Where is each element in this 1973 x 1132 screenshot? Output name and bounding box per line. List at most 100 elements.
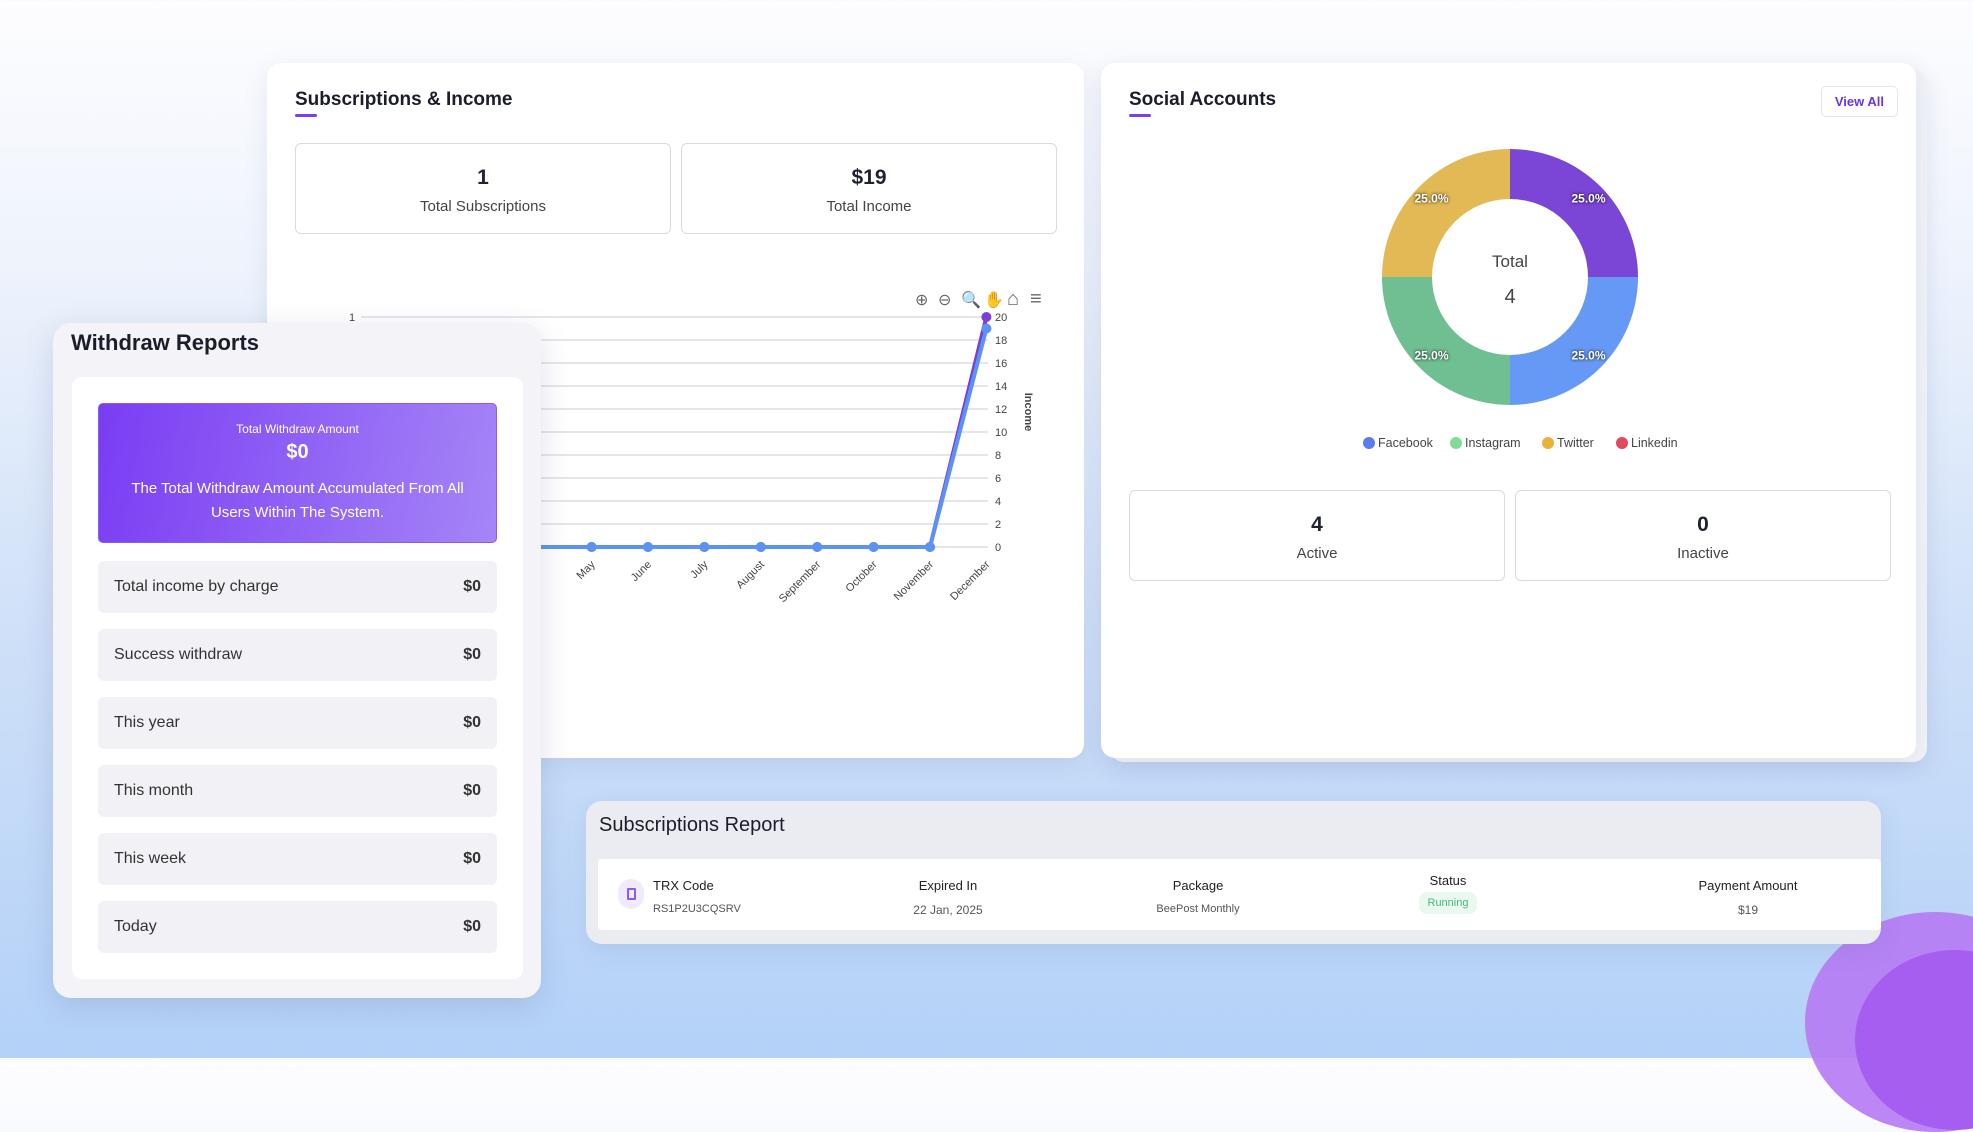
column-value: $19	[1737, 903, 1759, 917]
y-tick-label: 8	[995, 450, 1001, 462]
row-value: $0	[463, 646, 481, 663]
banner-value: $0	[286, 441, 309, 463]
legend-marker[interactable]	[1542, 437, 1554, 449]
x-tick-label: July	[688, 558, 711, 581]
legend-item[interactable]: Linkedin	[1631, 436, 1678, 450]
card-title: Subscriptions Report	[599, 814, 785, 836]
total-subscriptions-stat: 1 Total Subscriptions	[295, 143, 671, 234]
withdraw-row: Success withdraw $0	[98, 629, 497, 681]
withdraw-row: This year $0	[98, 697, 497, 749]
trx-code-column: TRX Code RS1P2U3CQSRV	[653, 878, 741, 915]
column-header: Package	[1172, 878, 1224, 893]
row-value: $0	[463, 918, 481, 935]
pan-icon[interactable]: ✋	[984, 290, 1004, 309]
menu-icon[interactable]: ≡	[1030, 288, 1042, 310]
total-income-stat: $19 Total Income	[681, 143, 1057, 234]
package-column: Package BeePost Monthly	[1098, 878, 1298, 915]
y-tick-label: 12	[995, 404, 1007, 416]
legend-item[interactable]: Instagram	[1465, 436, 1521, 450]
data-point[interactable]	[981, 312, 992, 322]
row-label: Today	[114, 918, 157, 935]
withdraw-row: This month $0	[98, 765, 497, 817]
data-point[interactable]	[868, 542, 879, 552]
payment-column: Payment Amount $19	[1648, 878, 1848, 917]
document-icon	[618, 879, 644, 909]
y-tick-label: 20	[995, 312, 1007, 324]
y-tick-label: 0	[995, 542, 1001, 554]
subscriptions-report-card: Subscriptions Report TRX Code RS1P2U3CQSR…	[586, 801, 1881, 944]
stat-value: 4	[1311, 513, 1323, 536]
legend-marker[interactable]	[1450, 437, 1462, 449]
panel-title: Withdraw Reports	[71, 330, 260, 355]
zoom-in-icon[interactable]: ⊕	[915, 292, 928, 309]
y-tick-label: 10	[995, 427, 1007, 439]
donut-slice[interactable]	[1510, 277, 1638, 405]
slice-label: 25.0%	[1414, 348, 1448, 362]
y-left-tick-label: 1	[349, 312, 355, 324]
donut-slice[interactable]	[1382, 277, 1510, 405]
home-icon[interactable]: ⌂	[1007, 288, 1019, 310]
column-value: BeePost Monthly	[1156, 903, 1240, 915]
y-tick-label: 16	[995, 358, 1007, 370]
x-tick-label: May	[575, 558, 599, 582]
banner-description: The Total Withdraw Amount Accumulated Fr…	[131, 480, 464, 521]
title-underline	[295, 114, 317, 117]
data-point[interactable]	[586, 542, 597, 552]
stat-value: 1	[477, 166, 489, 189]
stat-label: Total Income	[826, 198, 912, 215]
banner-label: Total Withdraw Amount	[236, 422, 359, 436]
row-label: Total income by charge	[114, 578, 279, 595]
row-label: This week	[114, 850, 187, 867]
slice-label: 25.0%	[1414, 192, 1448, 206]
data-point[interactable]	[755, 542, 766, 552]
donut-center-label: Total	[1492, 252, 1528, 271]
social-donut-chart: 25.0% 25.0% 25.0% 25.0% Total 4 Facebook Instag…	[1363, 149, 1678, 450]
inactive-stat: 0 Inactive	[1515, 490, 1891, 581]
row-value: $0	[463, 850, 481, 867]
row-label: Success withdraw	[114, 646, 243, 663]
active-stat: 4 Active	[1129, 490, 1505, 581]
column-value: RS1P2U3CQSRV	[653, 903, 741, 915]
y-tick-label: 14	[995, 381, 1007, 393]
row-value: $0	[463, 578, 481, 595]
column-header: TRX Code	[653, 878, 714, 893]
y-axis-title: Income	[1022, 393, 1034, 432]
slice-label: 25.0%	[1571, 192, 1605, 206]
x-tick-label: June	[629, 559, 654, 584]
status-column: Status Running	[1348, 873, 1548, 914]
row-label: This month	[114, 782, 194, 799]
report-row[interactable]: TRX Code RS1P2U3CQSRV Expired In 22 Jan, 2…	[598, 859, 1881, 930]
data-point[interactable]	[643, 542, 653, 552]
card-title: Social Accounts	[1129, 89, 1277, 110]
withdraw-row: This week $0	[98, 833, 497, 885]
legend-item[interactable]: Facebook	[1378, 436, 1434, 450]
data-point[interactable]	[981, 323, 992, 334]
zoom-out-icon[interactable]: ⊖	[938, 292, 951, 309]
data-point[interactable]	[925, 542, 935, 552]
column-header: Status	[1429, 873, 1467, 888]
column-header: Expired In	[918, 878, 978, 893]
title-underline	[1129, 114, 1151, 117]
column-header: Payment Amount	[1698, 878, 1798, 893]
slice-label: 25.0%	[1571, 348, 1605, 362]
view-all-button[interactable]: View All	[1820, 86, 1898, 117]
stat-label: Active	[1296, 545, 1338, 562]
stat-label: Inactive	[1677, 545, 1729, 562]
row-value: $0	[463, 714, 481, 731]
donut-slice[interactable]	[1382, 149, 1510, 277]
total-withdraw-banner: Total Withdraw Amount $0 The Total Withd…	[98, 403, 497, 543]
y-tick-label: 6	[995, 473, 1001, 485]
withdraw-row: Total income by charge $0	[98, 561, 497, 613]
donut-slice[interactable]	[1510, 149, 1638, 277]
selection-zoom-icon[interactable]: 🔍	[961, 289, 981, 309]
row-label: This year	[114, 714, 180, 731]
x-tick-label: August	[734, 559, 767, 592]
y-tick-label: 18	[995, 335, 1007, 347]
data-point[interactable]	[812, 542, 823, 552]
legend-marker[interactable]	[1616, 437, 1628, 449]
legend-marker[interactable]	[1363, 437, 1375, 449]
x-tick-label: September	[777, 558, 824, 605]
data-point[interactable]	[699, 542, 710, 552]
legend-item[interactable]: Twitter	[1557, 436, 1594, 450]
stat-label: Total Subscriptions	[420, 198, 546, 215]
